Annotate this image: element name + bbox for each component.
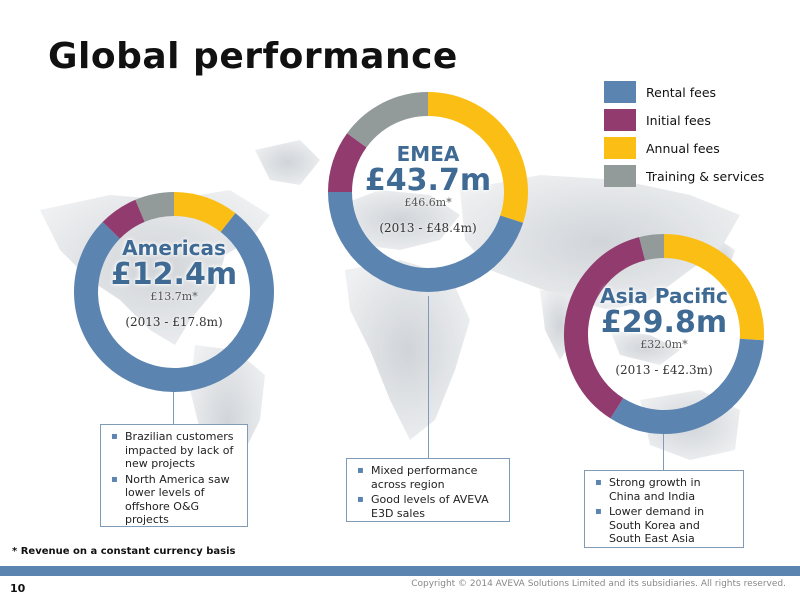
donut-segment-rental-fees [74, 213, 274, 392]
donut-segment-initial-fees [328, 133, 367, 193]
donut-segment-rental-fees [328, 191, 524, 292]
legend-swatch [604, 81, 636, 103]
donut-segment-training-services [347, 92, 429, 148]
legend-swatch [604, 165, 636, 187]
donut-segment-training-services [135, 192, 175, 223]
donut-segment-initial-fees [102, 199, 146, 240]
footnote: * Revenue on a constant currency basis [12, 546, 236, 557]
legend-label: Training & services [646, 168, 765, 184]
americas-connector-line [173, 380, 174, 424]
emea-connector-line [428, 296, 429, 458]
asia-callout: Strong growth in China and India Lower d… [584, 470, 744, 548]
emea-donut-chart [328, 92, 528, 292]
callout-bullet: Brazilian customers impacted by lack of … [109, 430, 239, 471]
copyright-notice: Copyright © 2014 AVEVA Solutions Limited… [411, 579, 786, 589]
legend-swatch [604, 109, 636, 131]
chart-legend: Rental fees Initial fees Annual fees Tra… [604, 78, 764, 190]
callout-bullet: North America saw lower levels of offsho… [109, 473, 239, 527]
asia-pacific-donut-chart [564, 234, 764, 434]
legend-label: Annual fees [646, 140, 720, 156]
americas-donut-chart [74, 192, 274, 392]
legend-item-training-services: Training & services [604, 162, 764, 190]
donut-segment-rental-fees [610, 338, 764, 434]
donut-segment-annual-fees [427, 92, 528, 223]
donut-segment-annual-fees [663, 234, 764, 341]
callout-bullet: Lower demand in South Korea and South Ea… [593, 505, 735, 546]
donut-segment-initial-fees [564, 237, 646, 419]
page-number: 10 [10, 582, 26, 595]
legend-swatch [604, 137, 636, 159]
page-title: Global performance [48, 36, 458, 77]
callout-bullet: Good levels of AVEVA E3D sales [355, 493, 501, 520]
legend-item-annual-fees: Annual fees [604, 134, 764, 162]
emea-callout: Mixed performance across region Good lev… [346, 458, 510, 522]
legend-label: Initial fees [646, 112, 711, 128]
asia-connector-line [663, 432, 664, 472]
legend-label: Rental fees [646, 84, 717, 100]
footer-bar [0, 566, 800, 576]
legend-item-rental-fees: Rental fees [604, 78, 764, 106]
callout-bullet: Strong growth in China and India [593, 476, 735, 503]
legend-item-initial-fees: Initial fees [604, 106, 764, 134]
donut-segment-training-services [639, 234, 665, 261]
americas-callout: Brazilian customers impacted by lack of … [100, 424, 248, 527]
callout-bullet: Mixed performance across region [355, 464, 501, 491]
donut-segment-annual-fees [173, 192, 236, 233]
